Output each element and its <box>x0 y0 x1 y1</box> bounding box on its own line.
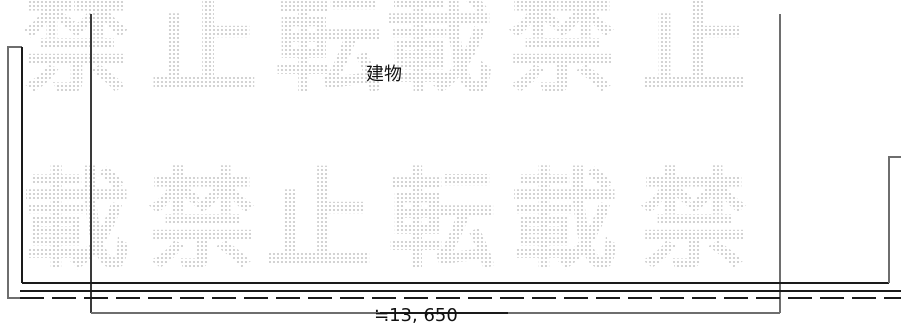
site-left-boundary-outer <box>7 46 22 299</box>
building-label: 建物 <box>366 64 402 85</box>
dimension-line <box>20 290 901 299</box>
building-outline <box>90 14 781 314</box>
dimension-label: ≒13, 650 <box>374 305 458 326</box>
site-right-boundary <box>888 156 901 283</box>
site-boundary <box>7 46 901 299</box>
